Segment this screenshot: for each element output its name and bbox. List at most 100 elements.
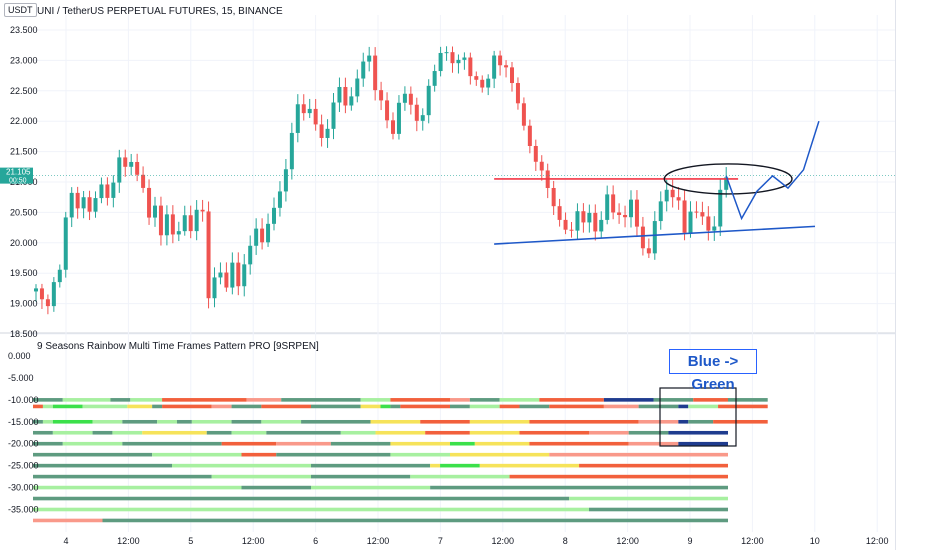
axes-layer: 23.50023.00022.50022.00021.50021.00020.5…	[0, 25, 888, 546]
candle-body	[141, 174, 146, 188]
rainbow-segment	[360, 398, 391, 402]
rainbow-segment	[330, 441, 391, 446]
rainbow-segment	[450, 398, 470, 402]
candle-body	[379, 90, 384, 101]
rainbow-segment	[509, 474, 728, 479]
rainbow-segment	[638, 404, 679, 409]
rainbow-segment	[360, 404, 381, 409]
rainbow-segment	[589, 430, 629, 435]
candle-body	[527, 125, 532, 146]
highlight-ellipse[interactable]	[663, 163, 793, 195]
rainbow-segment	[603, 398, 654, 402]
rainbow-segment	[569, 496, 728, 501]
rainbow-segment	[311, 404, 361, 409]
candle-body	[289, 132, 294, 170]
price-tick-label: 19.000	[10, 299, 38, 309]
rainbow-segment	[589, 507, 728, 512]
projection-path[interactable]	[725, 120, 820, 221]
rainbow-segment	[450, 441, 475, 446]
candle-body	[212, 277, 217, 299]
candle-body	[664, 189, 669, 202]
candle-body	[224, 272, 229, 288]
candle-body	[51, 282, 56, 307]
rainbow-segment	[380, 404, 391, 409]
rainbow-segment	[539, 398, 604, 402]
candle-body	[307, 108, 312, 114]
currency-button[interactable]: USDT	[4, 3, 37, 17]
candle-body	[444, 52, 449, 54]
candle-body	[700, 212, 705, 217]
candle-body	[45, 299, 50, 307]
support-line[interactable]	[494, 225, 816, 245]
time-tick-label: 12:00	[741, 536, 764, 546]
rainbow-segment	[519, 404, 550, 409]
candle-body	[623, 214, 628, 218]
candle-body	[670, 189, 675, 198]
rainbow-segment	[281, 398, 361, 402]
candle-body	[438, 52, 443, 72]
rainbow-segment	[678, 441, 728, 446]
grid-lines	[0, 0, 896, 550]
candle-body	[87, 197, 92, 212]
rainbow-segment	[499, 398, 540, 402]
candle-body	[325, 128, 330, 138]
rainbow-segment	[276, 441, 331, 446]
candle-body	[301, 104, 306, 114]
rainbow-segment	[301, 419, 371, 424]
highlight-box[interactable]	[659, 387, 737, 447]
rainbow-segment	[728, 398, 768, 402]
rainbow-segment	[628, 430, 669, 435]
rainbow-segment	[211, 404, 232, 409]
price-tick-label: 20.500	[10, 207, 38, 217]
rainbow-segment	[52, 404, 83, 409]
candle-body	[480, 79, 485, 88]
rainbow-segment	[529, 441, 629, 446]
candle-body	[468, 57, 473, 77]
annotation-label[interactable]: Blue -> Green	[669, 349, 757, 393]
candle-body	[313, 108, 318, 125]
candle-body	[640, 226, 645, 249]
candle-body	[694, 211, 699, 213]
candle-body	[218, 272, 223, 278]
indicator-tick-label: -10.000	[8, 395, 39, 405]
time-tick-label: 12:00	[866, 536, 889, 546]
rainbow-segment	[33, 419, 43, 424]
candle-body	[724, 177, 729, 190]
rainbow-segment	[92, 430, 113, 435]
candle-body	[706, 216, 711, 231]
rainbow-segment	[628, 441, 679, 446]
candle-body	[569, 229, 574, 231]
rainbow-segment	[33, 452, 153, 457]
candle-body	[676, 197, 681, 201]
candle-body	[391, 120, 395, 134]
candle-body	[563, 219, 568, 230]
rainbow-segment	[390, 452, 450, 457]
price-tick-label: 18.500	[10, 329, 38, 339]
rainbow-segment	[33, 507, 589, 512]
candle-body	[111, 182, 116, 198]
time-tick-label: 5	[188, 536, 193, 546]
candle-body	[260, 228, 265, 243]
rainbow-segment	[340, 430, 376, 435]
symbol-title[interactable]: UNI / TetherUS PERPETUAL FUTURES, 15, BI…	[37, 6, 283, 17]
rainbow-segment	[231, 404, 262, 409]
candle-body	[718, 189, 723, 227]
rainbow-segment	[713, 419, 768, 424]
candle-body	[34, 288, 38, 292]
rainbow-segment	[469, 430, 520, 435]
indicator-tick-label: -35.000	[8, 505, 39, 515]
candle-body	[170, 214, 175, 235]
rainbow-segment	[52, 430, 93, 435]
indicator-tick-label: 0.000	[8, 351, 31, 361]
candle-body	[69, 192, 74, 218]
rainbow-segment	[102, 518, 728, 523]
time-tick-label: 12:00	[117, 536, 140, 546]
indicator-title[interactable]: 9 Seasons Rainbow Multi Time Frames Patt…	[37, 341, 319, 352]
candle-body	[75, 192, 80, 209]
candle-body	[343, 86, 348, 106]
price-tick-label: 21.500	[10, 147, 38, 157]
rainbow-segment	[92, 419, 123, 424]
rainbow-segment	[33, 463, 172, 468]
time-tick-label: 12:00	[242, 536, 265, 546]
